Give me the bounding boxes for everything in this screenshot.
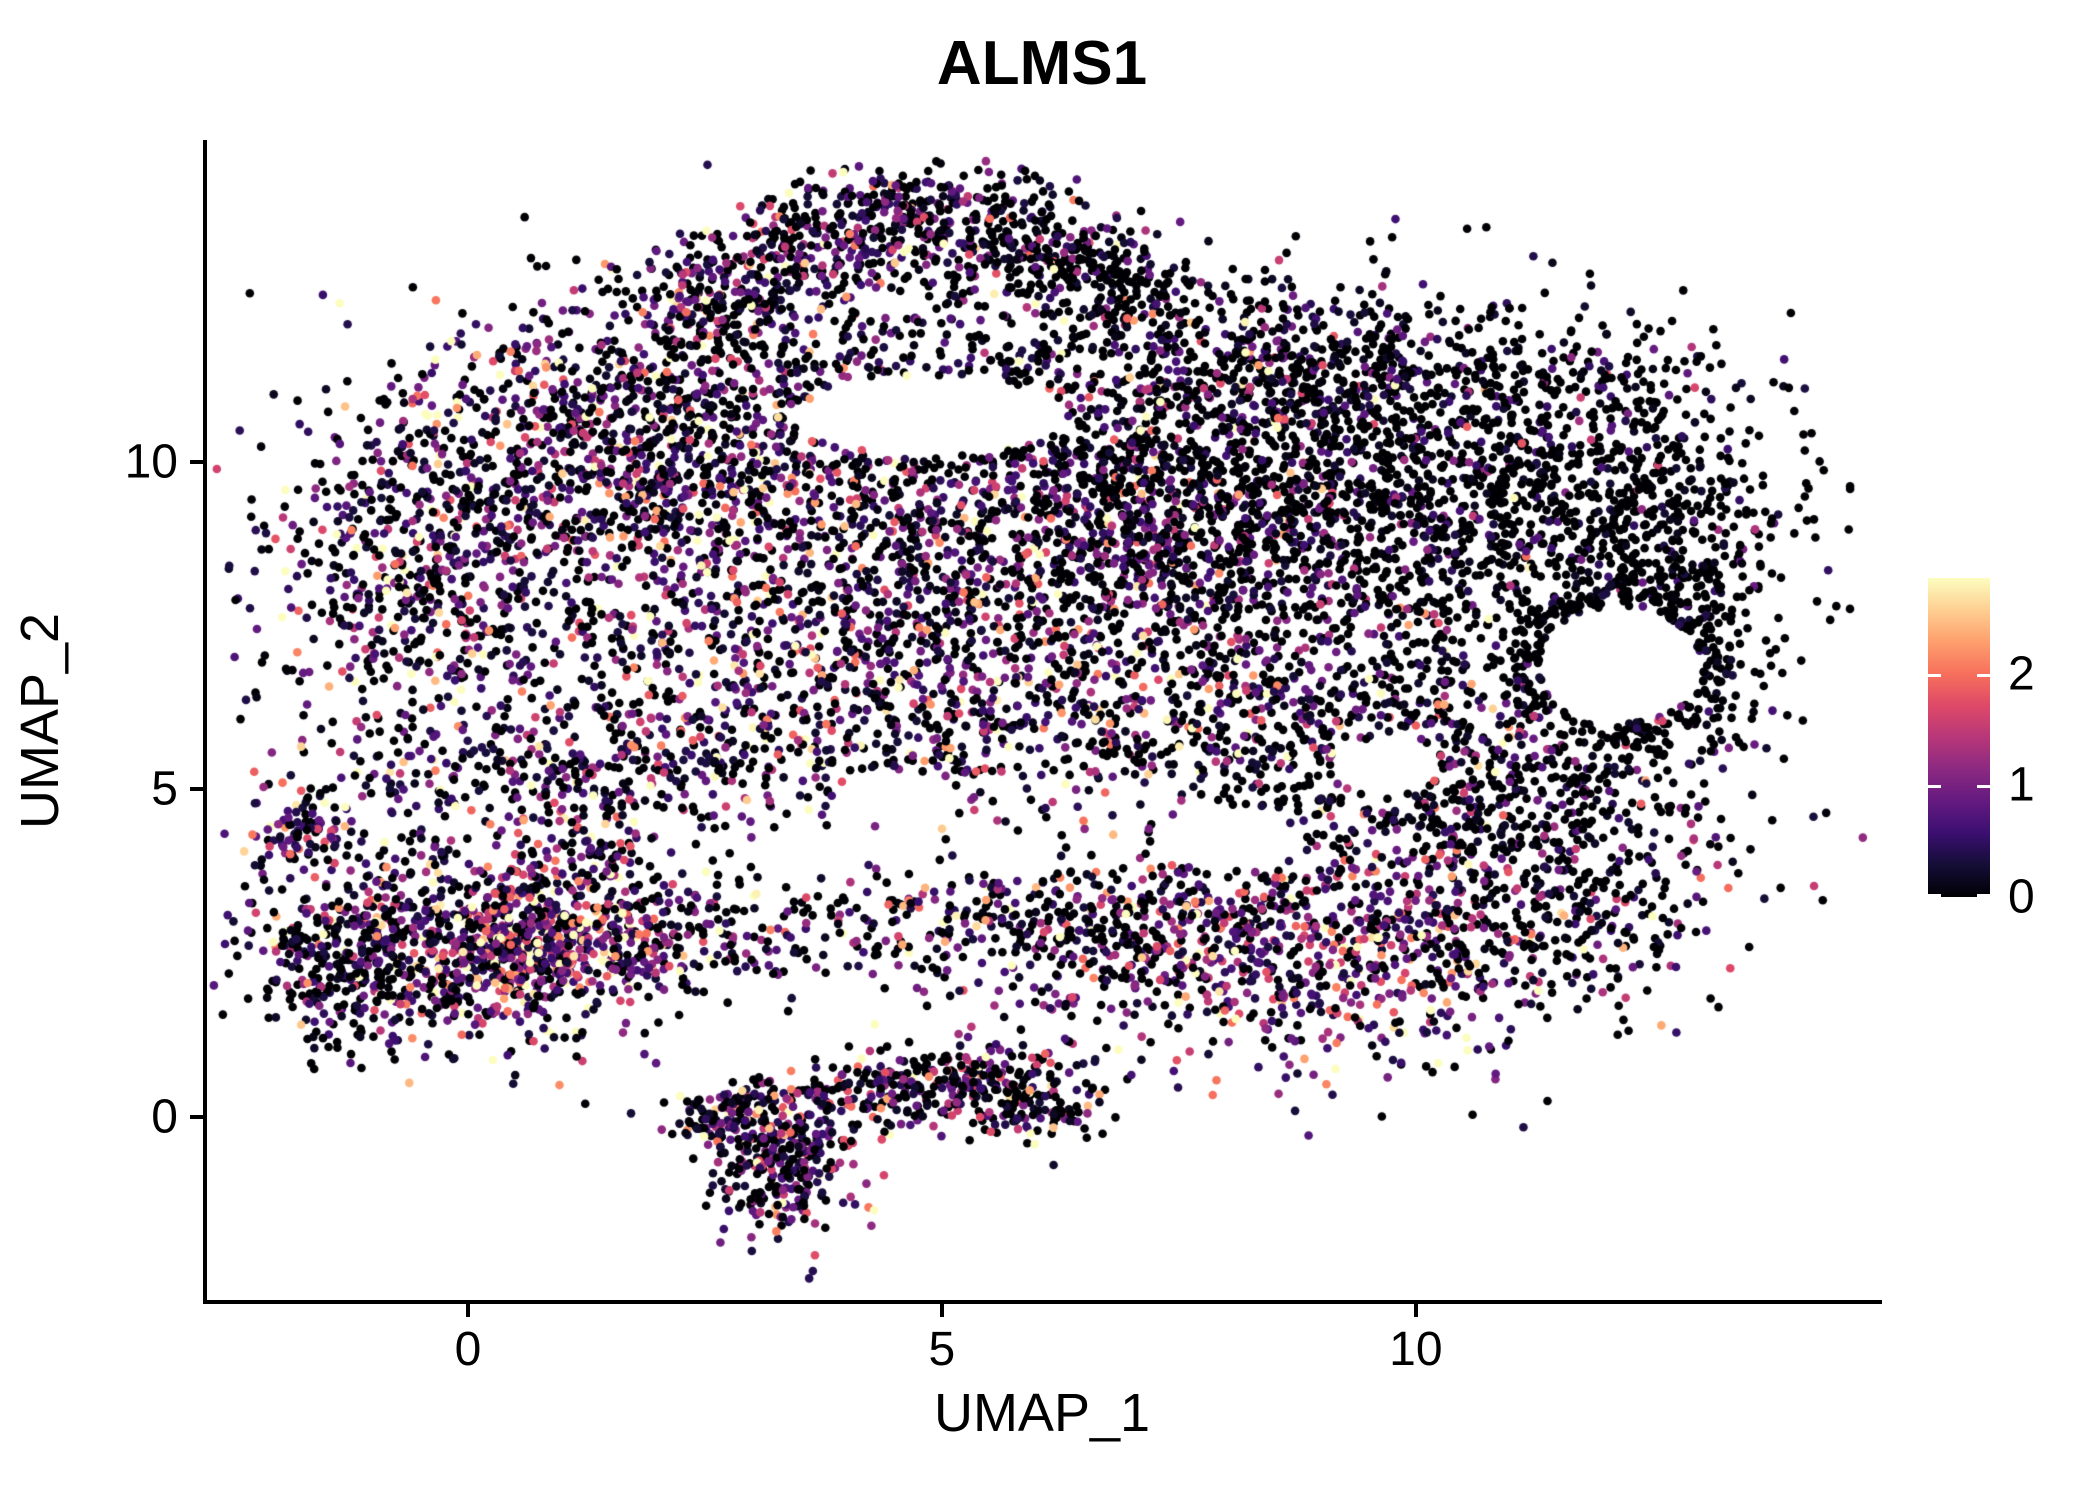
- y-tick-mark: [190, 787, 203, 792]
- y-tick-mark: [190, 459, 203, 464]
- colorbar-tick-mark: [1928, 894, 1941, 897]
- colorbar-tick-label: 1: [2008, 758, 2035, 812]
- colorbar-tick-mark: [1977, 673, 1990, 677]
- x-tick-label: 5: [928, 1323, 956, 1376]
- y-tick-label: 0: [151, 1090, 178, 1144]
- x-tick-mark: [1413, 1304, 1418, 1317]
- x-axis-line: [203, 1300, 1882, 1304]
- x-axis-title: UMAP_1: [933, 1383, 1151, 1443]
- colorbar-tick-mark: [1977, 785, 1990, 789]
- y-tick-label: 10: [124, 435, 178, 489]
- y-axis-line: [203, 140, 207, 1304]
- colorbar-tick-mark: [1928, 673, 1941, 677]
- colorbar-tick-label: 2: [2008, 647, 2035, 701]
- x-tick-mark: [465, 1304, 470, 1317]
- x-tick-mark: [939, 1304, 944, 1317]
- y-tick-mark: [190, 1114, 203, 1119]
- colorbar-legend: [1928, 578, 1990, 897]
- x-tick-label: 10: [1389, 1323, 1443, 1376]
- colorbar-tick-mark: [1977, 894, 1990, 897]
- y-axis-title: UMAP_2: [10, 612, 70, 830]
- x-tick-label: 0: [454, 1323, 482, 1376]
- colorbar-tick-label: 0: [2008, 870, 2035, 924]
- y-tick-label: 5: [151, 762, 178, 816]
- colorbar-tick-mark: [1928, 785, 1941, 789]
- plot-title: ALMS1: [936, 29, 1148, 98]
